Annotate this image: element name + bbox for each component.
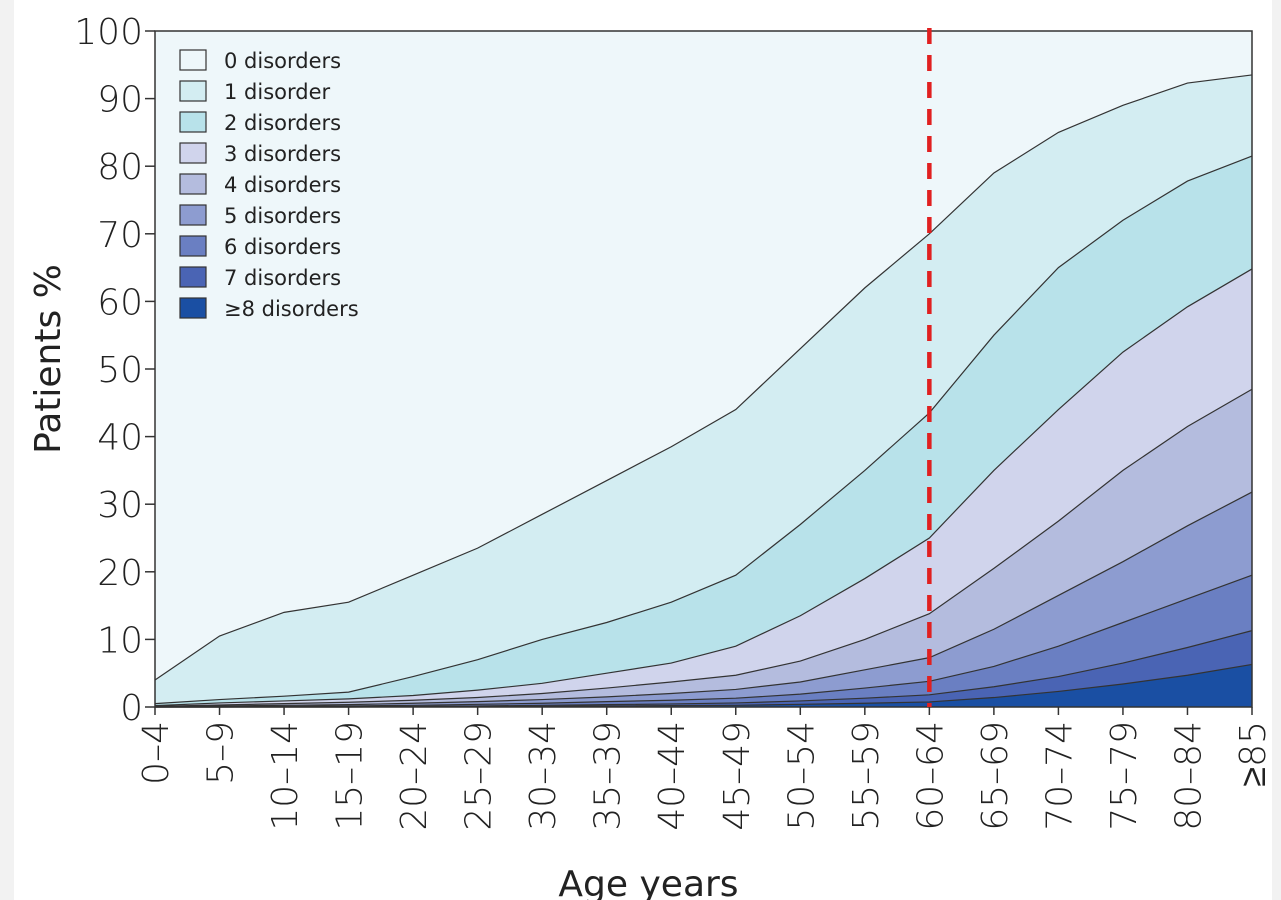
legend-swatch xyxy=(179,266,207,288)
x-tick-label: ≥85 xyxy=(1233,721,1272,787)
y-tick-label: 0 xyxy=(120,688,143,729)
stacked-area-chart: 0 10 20 30 40 50 60 70 80 90 100 0–4 5–9 10–14 15–19 20… xyxy=(28,12,1272,900)
area-1-disorder xyxy=(155,74,1252,704)
y-tick-label: 60 xyxy=(97,282,143,323)
y-tick-label: 30 xyxy=(97,485,143,526)
boundary-line xyxy=(154,388,1253,707)
x-tick-label: 60–64 xyxy=(910,721,951,831)
x-tick-label: 80–84 xyxy=(1168,721,1209,831)
area-2-disorders xyxy=(155,156,1252,706)
y-tick-label: 10 xyxy=(97,620,143,661)
y-tick-label: 70 xyxy=(97,215,143,256)
boundary-line xyxy=(154,491,1253,708)
x-tick-label: 10–14 xyxy=(265,721,306,831)
legend-swatch xyxy=(179,235,207,257)
legend-label: 7 disorders xyxy=(224,266,341,290)
x-tick-label: 35–39 xyxy=(588,721,629,831)
legend-label: 5 disorders xyxy=(224,204,341,228)
x-tick-label: 55–59 xyxy=(846,721,887,831)
area-layers xyxy=(154,31,1253,708)
x-tick-label: 0–4 xyxy=(136,721,177,785)
boundary-line xyxy=(154,74,1253,681)
legend-label: 1 disorder xyxy=(224,80,331,104)
legend-label: 2 disorders xyxy=(224,111,341,135)
y-tick-label: 80 xyxy=(97,147,143,188)
boundary-line xyxy=(154,268,1253,707)
legend-swatch xyxy=(179,204,207,226)
legend-label: 0 disorders xyxy=(224,49,341,73)
x-tick-label: 30–34 xyxy=(523,721,564,831)
chart-figure: 0 10 20 30 40 50 60 70 80 90 100 0–4 5–9 10–14 15–19 20… xyxy=(14,0,1272,900)
x-axis-title: Age years xyxy=(558,864,738,900)
x-tick-label: 15–19 xyxy=(330,721,371,831)
x-tick-label: 40–44 xyxy=(652,721,693,831)
x-tick-label: 20–24 xyxy=(394,721,435,831)
legend-swatch xyxy=(179,49,207,71)
legend-label: ≥8 disorders xyxy=(224,297,359,321)
y-tick-label: 40 xyxy=(97,418,143,459)
legend-swatch xyxy=(179,142,207,164)
x-tick-label: 25–29 xyxy=(459,721,500,831)
boundary-line xyxy=(154,574,1253,708)
area-6-disorders xyxy=(155,575,1252,707)
x-tick-label: 70–74 xyxy=(1039,721,1080,831)
legend-label: 6 disorders xyxy=(224,235,341,259)
boundary-line xyxy=(154,155,1253,705)
y-tick-label: 100 xyxy=(74,12,143,53)
legend-label: 4 disorders xyxy=(224,173,341,197)
area-0-disorders xyxy=(155,31,1252,680)
area-5-disorders xyxy=(155,492,1252,707)
legend-label: 3 disorders xyxy=(224,142,341,166)
y-tick-label: 50 xyxy=(97,350,143,391)
x-tick-label: 75–79 xyxy=(1104,721,1145,831)
area--8-disorders xyxy=(155,664,1252,707)
area-4-disorders xyxy=(155,389,1252,707)
legend-swatch xyxy=(179,111,207,133)
y-axis-title: Patients % xyxy=(28,264,69,454)
y-tick-label: 90 xyxy=(97,80,143,121)
x-tick-label: 50–54 xyxy=(781,721,822,831)
y-tick-label: 20 xyxy=(97,553,143,594)
legend: 0 disorders 1 disorder 2 disorders 3 disord… xyxy=(179,49,359,321)
legend-swatch xyxy=(179,173,207,195)
legend-swatch xyxy=(179,297,207,319)
x-tick-label: 5–9 xyxy=(201,721,242,785)
area-3-disorders xyxy=(155,268,1252,707)
legend-swatch xyxy=(179,80,207,102)
axes: 0 10 20 30 40 50 60 70 80 90 100 0–4 5–9 10–14 15–19 20… xyxy=(74,12,1272,831)
x-tick-label: 45–49 xyxy=(717,721,758,831)
x-tick-label: 65–69 xyxy=(975,721,1016,831)
